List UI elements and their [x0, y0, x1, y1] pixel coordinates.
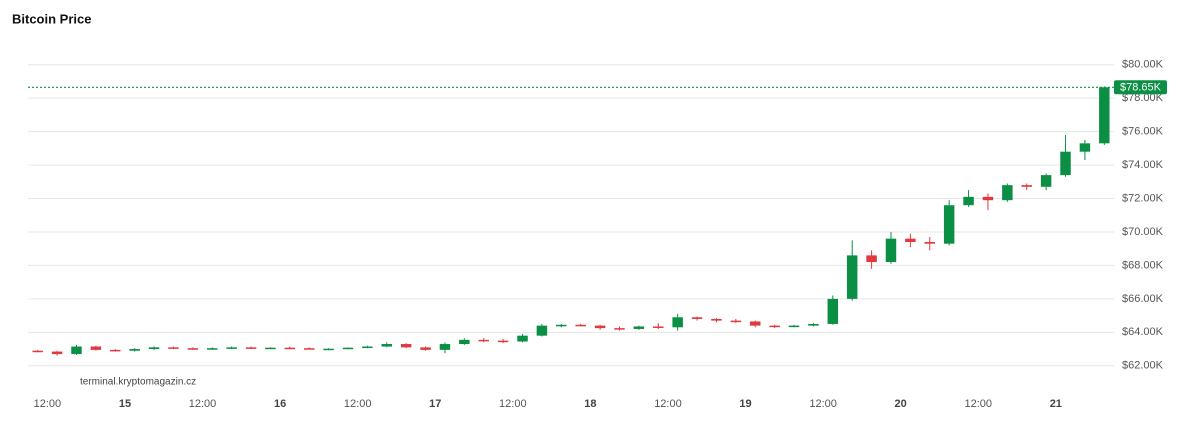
candle-body — [749, 321, 761, 326]
candle-body — [497, 340, 509, 343]
candle-body — [459, 339, 470, 345]
candle-body — [808, 323, 819, 326]
candle-body — [885, 238, 897, 263]
candle-body — [206, 348, 218, 350]
candle-body — [1021, 185, 1032, 187]
last-price-badge — [1114, 80, 1167, 95]
candle-body — [1002, 185, 1013, 201]
candle-body — [672, 317, 683, 328]
candle-body — [381, 344, 393, 347]
candle-body — [168, 347, 179, 349]
y-tick-label: $72.00K — [1122, 192, 1164, 204]
candle-body — [536, 325, 548, 336]
candle-body — [71, 346, 82, 355]
candle-body — [1099, 87, 1110, 144]
x-tick-label: 12:00 — [499, 398, 527, 410]
candle-body — [400, 344, 412, 348]
candle-body — [653, 326, 664, 328]
x-tick-label: 12:00 — [34, 398, 62, 410]
y-tick-label: $80.00K — [1122, 59, 1164, 71]
candle-body — [905, 238, 916, 243]
candle-body — [187, 348, 199, 350]
candle-body — [633, 326, 645, 329]
x-tick-label: 12:00 — [654, 398, 682, 410]
candle-body — [924, 242, 936, 244]
x-tick-label: 18 — [584, 398, 596, 410]
candle-body — [614, 328, 625, 330]
candle-body — [691, 317, 703, 319]
x-tick-label: 16 — [274, 398, 286, 410]
candle-body — [265, 347, 276, 350]
y-tick-label: $68.00K — [1122, 259, 1164, 271]
x-tick-label: 15 — [119, 398, 131, 410]
candle-body — [51, 351, 63, 355]
x-tick-label: 20 — [895, 398, 907, 410]
candle-body — [943, 205, 955, 244]
candle-body — [517, 335, 528, 342]
x-tick-label: 12:00 — [344, 398, 372, 410]
candle-body — [711, 318, 722, 321]
candle-body — [362, 346, 373, 349]
x-tick-label: 12:00 — [809, 398, 837, 410]
candle-body — [323, 348, 334, 351]
x-tick-label: 19 — [739, 398, 751, 410]
candle-body — [575, 324, 586, 327]
candle-body — [342, 347, 354, 350]
candle-body — [32, 350, 43, 353]
candle-body — [284, 347, 296, 350]
candle-body — [846, 255, 858, 299]
y-tick-label: $62.00K — [1122, 360, 1164, 372]
candle-body — [1060, 151, 1071, 176]
candle-body — [478, 339, 489, 342]
candle-body — [769, 325, 780, 328]
y-tick-label: $70.00K — [1122, 226, 1164, 238]
candle-body — [827, 298, 839, 324]
candle-body — [226, 347, 237, 349]
candle-body — [245, 347, 257, 349]
candle-body — [730, 320, 742, 323]
y-tick-label: $74.00K — [1122, 159, 1164, 171]
candle-body — [420, 347, 431, 350]
candle-body — [594, 325, 606, 329]
x-tick-label: 21 — [1050, 398, 1062, 410]
last-price-label: $78.65K — [1120, 82, 1162, 94]
y-tick-label: $66.00K — [1122, 293, 1164, 305]
candle-body — [148, 347, 160, 350]
candle-body — [963, 196, 974, 206]
candle-body — [982, 196, 994, 201]
x-tick-label: 12:00 — [964, 398, 992, 410]
candle-body — [1079, 143, 1091, 152]
x-tick-label: 12:00 — [189, 398, 217, 410]
candle-body — [788, 325, 800, 328]
candle-body — [1040, 175, 1052, 187]
y-tick-label: $76.00K — [1122, 126, 1164, 138]
candle-body — [110, 349, 121, 352]
candle-body — [303, 348, 315, 350]
x-tick-label: 17 — [429, 398, 441, 410]
y-tick-label: $78.00K — [1122, 92, 1164, 104]
candle-body — [556, 324, 567, 327]
candle-body — [866, 255, 877, 263]
source-label: terminal.kryptomagazin.cz — [80, 377, 196, 388]
candle-body — [90, 346, 102, 350]
chart-title: Bitcoin Price — [12, 11, 91, 26]
candle-body — [129, 349, 140, 351]
candle-body — [439, 344, 451, 350]
y-tick-label: $64.00K — [1122, 326, 1164, 338]
